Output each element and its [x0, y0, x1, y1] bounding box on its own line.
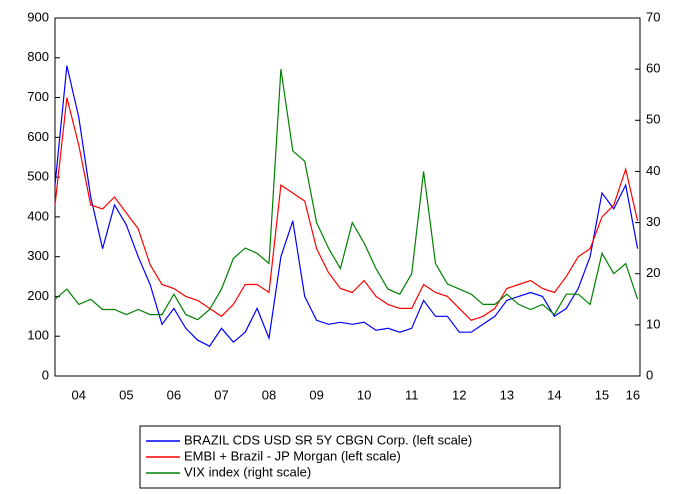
y-tick-label: 500: [27, 169, 49, 184]
y-tick-label: 300: [27, 248, 49, 263]
x-tick-label: 08: [262, 387, 276, 402]
y-tick-label: 800: [27, 49, 49, 64]
y2-tick-label: 10: [646, 316, 660, 331]
y-tick-label: 900: [27, 9, 49, 24]
x-tick-label: 14: [547, 387, 561, 402]
y2-tick-label: 20: [646, 265, 660, 280]
y-tick-label: 400: [27, 208, 49, 223]
y2-tick-label: 50: [646, 112, 660, 127]
x-tick-label: 15: [595, 387, 609, 402]
x-tick-label: 04: [72, 387, 86, 402]
y2-tick-label: 60: [646, 61, 660, 76]
x-tick-label: 16: [626, 387, 640, 402]
series-line: [54, 65, 639, 347]
plot-frame: [54, 17, 641, 377]
series-line: [54, 69, 639, 321]
y2-tick-label: 70: [646, 9, 660, 24]
y2-tick-label: 0: [646, 367, 653, 382]
legend-label: BRAZIL CDS USD SR 5Y CBGN Corp. (left sc…: [184, 432, 472, 447]
x-tick-label: 11: [405, 387, 419, 402]
legend-label: VIX index (right scale): [184, 464, 311, 479]
y-tick-label: 0: [42, 367, 49, 382]
y-tick-label: 100: [27, 328, 49, 343]
x-tick-label: 10: [357, 387, 371, 402]
x-tick-label: 07: [214, 387, 228, 402]
legend-box: [139, 425, 561, 489]
y2-tick-label: 30: [646, 214, 660, 229]
y-tick-label: 600: [27, 129, 49, 144]
y-tick-label: 700: [27, 89, 49, 104]
legend-label: EMBI + Brazil - JP Morgan (left scale): [184, 448, 401, 463]
x-tick-label: 06: [167, 387, 181, 402]
series-line: [54, 97, 639, 321]
y2-tick-label: 40: [646, 163, 660, 178]
x-tick-label: 12: [452, 387, 466, 402]
x-tick-label: 05: [119, 387, 133, 402]
x-tick-label: 13: [500, 387, 514, 402]
x-tick-label: 09: [309, 387, 323, 402]
y-tick-label: 200: [27, 288, 49, 303]
